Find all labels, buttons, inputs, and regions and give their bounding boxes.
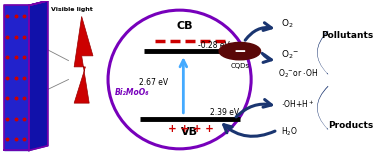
Text: CB: CB: [177, 21, 194, 31]
Text: O$_2$: O$_2$: [281, 17, 294, 30]
Text: 2.39 eV: 2.39 eV: [210, 107, 239, 117]
Text: Visible light: Visible light: [51, 7, 93, 12]
FancyArrowPatch shape: [317, 86, 328, 130]
Text: VB: VB: [181, 127, 197, 137]
Text: CQDs: CQDs: [230, 63, 249, 69]
Text: O$_2$$^{-}$: O$_2$$^{-}$: [281, 49, 299, 61]
Polygon shape: [74, 16, 93, 103]
Text: −: −: [234, 44, 246, 59]
FancyArrowPatch shape: [317, 31, 328, 74]
Text: O$_2$$^{-}$or $\cdot$OH: O$_2$$^{-}$or $\cdot$OH: [277, 68, 318, 80]
Polygon shape: [29, 1, 48, 5]
Text: + + + +: + + + +: [168, 124, 214, 134]
Text: Pollutants: Pollutants: [321, 31, 373, 40]
Text: H$_2$O: H$_2$O: [281, 125, 298, 138]
Text: $\cdot$OH+H$^+$: $\cdot$OH+H$^+$: [281, 98, 314, 110]
Polygon shape: [5, 5, 29, 150]
Circle shape: [219, 42, 260, 60]
Text: -0.28 eV: -0.28 eV: [198, 41, 230, 50]
Text: Bi₂MoO₆: Bi₂MoO₆: [115, 88, 150, 97]
Text: Products: Products: [328, 121, 373, 130]
Text: 2.67 eV: 2.67 eV: [139, 78, 168, 87]
Polygon shape: [29, 1, 48, 150]
